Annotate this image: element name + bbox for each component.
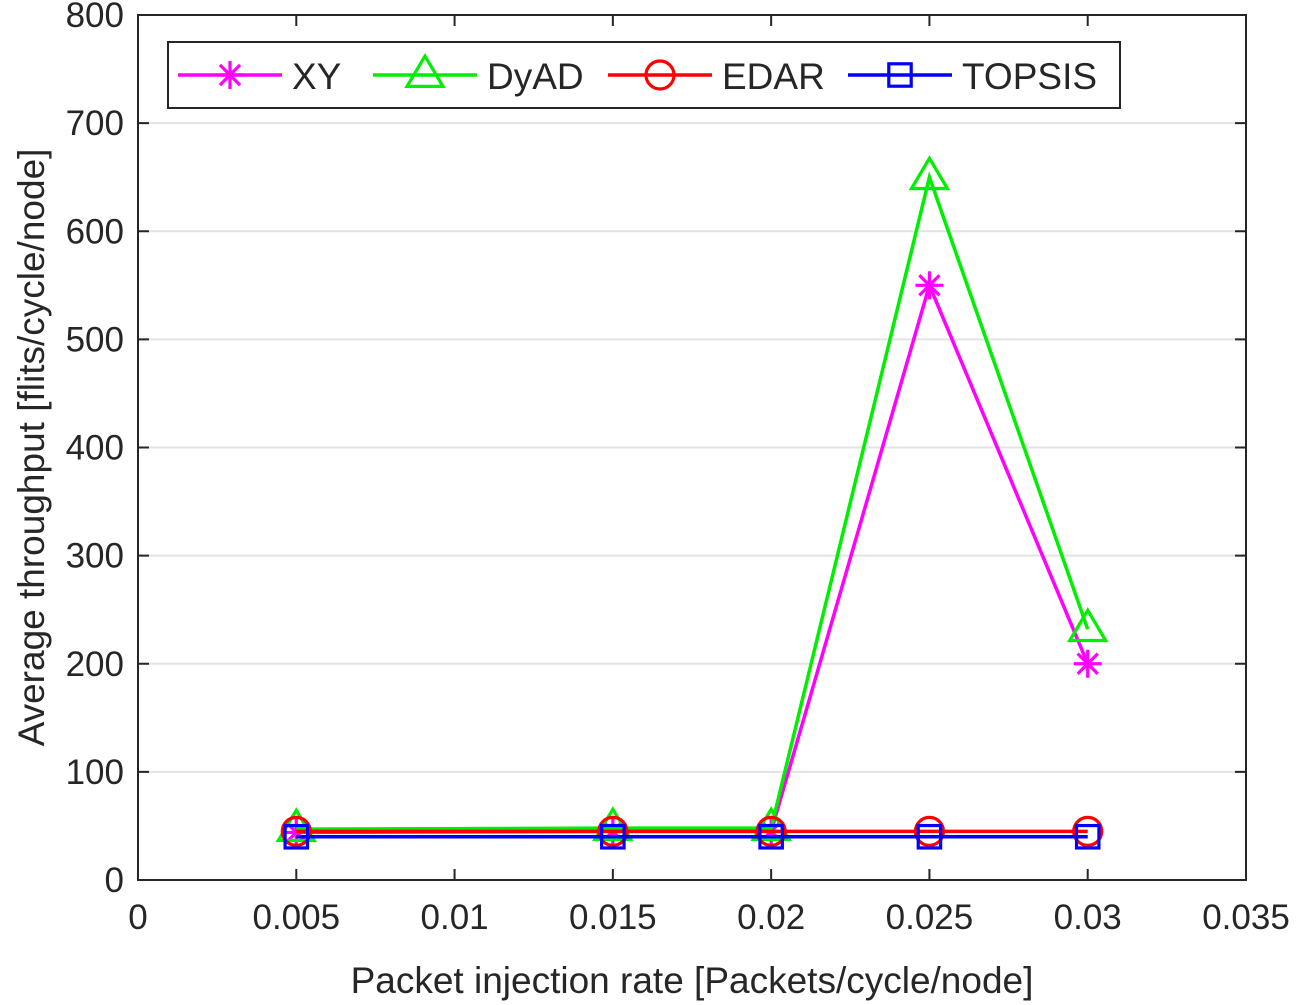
x-tick-label: 0.01 xyxy=(421,898,489,937)
series-line xyxy=(296,280,1090,835)
data-point-marker xyxy=(597,815,629,847)
data-point-marker xyxy=(600,823,626,850)
data-point-marker xyxy=(1072,815,1104,847)
series-xy xyxy=(282,271,1102,847)
legend-label: DyAD xyxy=(487,56,584,97)
x-tick-label: 0.035 xyxy=(1202,898,1290,937)
y-tick-label: 600 xyxy=(66,212,124,251)
legend-entry-xy: XY xyxy=(178,56,341,97)
data-point-marker xyxy=(1074,823,1101,850)
x-tick-label: 0.02 xyxy=(737,898,805,937)
legend-marker xyxy=(887,62,913,88)
x-tick-label: 0 xyxy=(128,898,147,937)
data-point-marker xyxy=(283,823,310,850)
series-edar xyxy=(280,815,1104,847)
legend: XY DyAD EDAR TOPSIS xyxy=(167,41,1121,109)
y-tick-label: 100 xyxy=(66,753,124,792)
axis-ticks: 0 100 200 300 400 500 600 700 800 0 0.005 0.01 0.015… xyxy=(66,0,1290,937)
y-axis-label: Average throughput [flits/cycle/node] xyxy=(11,149,52,747)
legend-marker xyxy=(216,61,244,89)
legend-marker xyxy=(644,59,676,91)
legend-label: TOPSIS xyxy=(962,56,1097,97)
y-tick-label: 300 xyxy=(66,537,124,576)
data-point-marker xyxy=(1073,649,1102,678)
y-tick-label: 400 xyxy=(66,429,124,468)
x-tick-label: 0.015 xyxy=(569,898,657,937)
x-tick-label: 0.005 xyxy=(252,898,340,937)
y-tick-label: 800 xyxy=(66,0,124,35)
data-point-marker xyxy=(758,823,784,850)
y-tick-label: 200 xyxy=(66,645,124,684)
x-tick-label: 0.03 xyxy=(1054,898,1122,937)
legend-label: EDAR xyxy=(722,56,825,97)
data-point-marker xyxy=(908,155,951,191)
data-point-marker xyxy=(916,823,943,850)
series-lines xyxy=(275,155,1109,850)
y-tick-label: 500 xyxy=(66,320,124,359)
series-line xyxy=(296,171,1090,831)
y-tick-label: 0 xyxy=(105,861,124,900)
legend-marker xyxy=(404,52,446,88)
series-topsis xyxy=(283,823,1101,850)
grid-lines xyxy=(138,122,1246,773)
data-point-marker xyxy=(915,271,944,300)
legend-label: XY xyxy=(292,56,341,97)
legend-entry-topsis: TOPSIS xyxy=(848,56,1097,97)
data-point-marker xyxy=(1066,607,1109,643)
x-axis-label: Packet injection rate [Packets/cycle/nod… xyxy=(351,960,1034,1001)
data-point-marker xyxy=(280,815,312,847)
y-tick-label: 700 xyxy=(66,104,124,143)
data-point-marker xyxy=(755,815,787,847)
legend-entry-dyad: DyAD xyxy=(373,52,584,97)
data-point-marker xyxy=(913,815,946,847)
x-tick-label: 0.025 xyxy=(886,898,974,937)
series-dyad xyxy=(275,155,1109,843)
legend-entry-edar: EDAR xyxy=(608,56,825,97)
